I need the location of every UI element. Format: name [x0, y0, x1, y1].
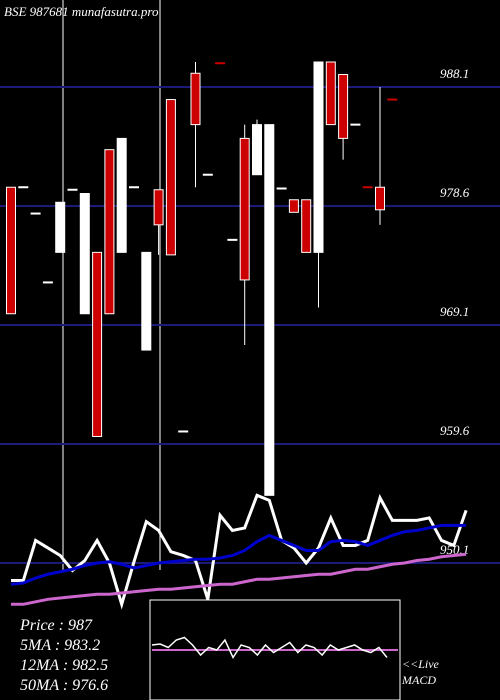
info-label: 5MA : 983.2: [20, 637, 100, 654]
y-tick-label: 988.1: [440, 66, 469, 81]
candle-body: [301, 199, 312, 253]
candle-body: [325, 61, 336, 126]
candle-body: [153, 189, 164, 226]
candle-body: [116, 137, 127, 253]
y-tick-label: 978.6: [440, 185, 470, 200]
candle-body: [264, 124, 275, 496]
candle-body: [252, 124, 262, 176]
candle-body: [6, 186, 16, 315]
candle-body: [55, 201, 66, 253]
candle-body: [338, 74, 349, 139]
candle-body: [79, 193, 90, 315]
candle-body: [375, 186, 385, 211]
candle-body: [313, 61, 324, 253]
ma-line: [11, 493, 468, 610]
candle-body: [239, 137, 250, 281]
candle-body: [190, 72, 201, 126]
macd-label: <<Live: [402, 657, 440, 671]
candle-body: [92, 251, 103, 437]
chart-title: BSE 987681 munafasutra.pro: [4, 4, 159, 19]
info-label: Price : 987: [19, 617, 93, 634]
candle-body: [104, 149, 115, 315]
y-tick-label: 969.1: [440, 304, 469, 319]
info-label: 50MA : 976.6: [20, 677, 108, 694]
y-tick-label: 959.6: [440, 423, 470, 438]
candle-body: [288, 199, 299, 213]
info-label: 12MA : 982.5: [20, 657, 108, 674]
ma-line: [11, 552, 467, 606]
macd-line: [151, 636, 388, 660]
candle-body: [165, 99, 176, 256]
candle-body: [141, 251, 152, 351]
macd-label: MACD: [401, 673, 436, 687]
ma-line: [10, 523, 467, 586]
